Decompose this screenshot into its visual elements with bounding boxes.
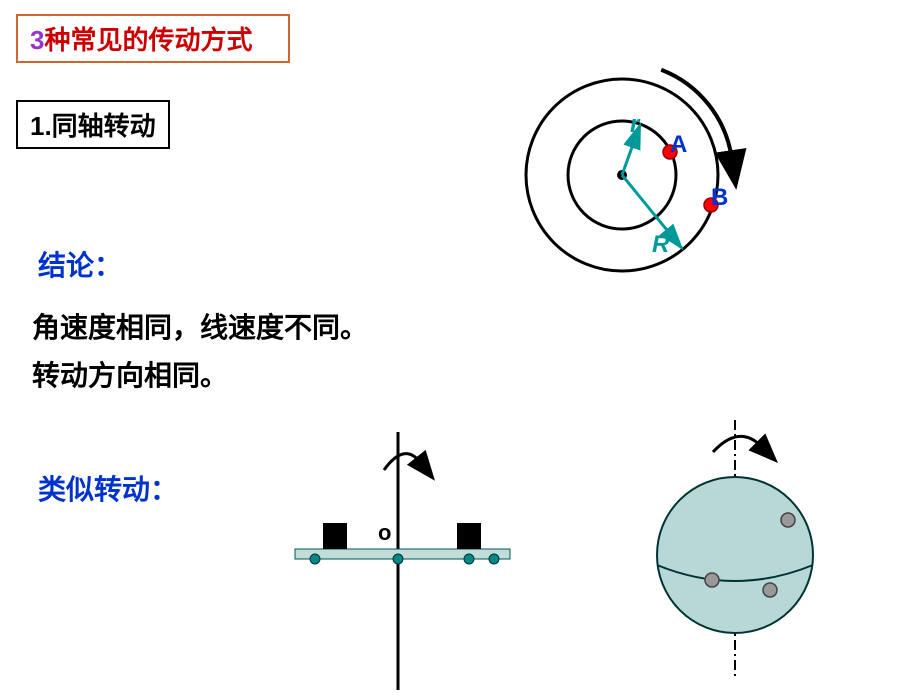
globe-dot-1	[781, 513, 795, 527]
concentric-diagram: r R A B	[0, 0, 920, 340]
turntable-wheel-3	[464, 554, 474, 564]
turntable-wheel-1	[310, 554, 320, 564]
globe-rotation-arrow-icon	[713, 436, 761, 452]
turntable-block-left	[323, 523, 347, 549]
concentric-circles: r R A B	[526, 70, 732, 271]
globe-dot-2	[705, 573, 719, 587]
globe-sphere	[657, 477, 813, 633]
turntable-label-o: o	[378, 520, 391, 545]
label-big-r: R	[652, 231, 670, 258]
turntable-rotation-arrow-icon	[384, 454, 420, 470]
turntable-wheel-4	[489, 554, 499, 564]
turntable-diagram: o	[0, 400, 560, 700]
label-a: A	[670, 131, 687, 158]
turntable-block-right	[457, 523, 481, 549]
globe-diagram	[600, 400, 900, 700]
conclusion-line-2: 转动方向相同。	[32, 354, 228, 394]
turntable-wheel-2	[393, 554, 403, 564]
globe-dot-3	[763, 583, 777, 597]
label-b: B	[711, 184, 728, 211]
